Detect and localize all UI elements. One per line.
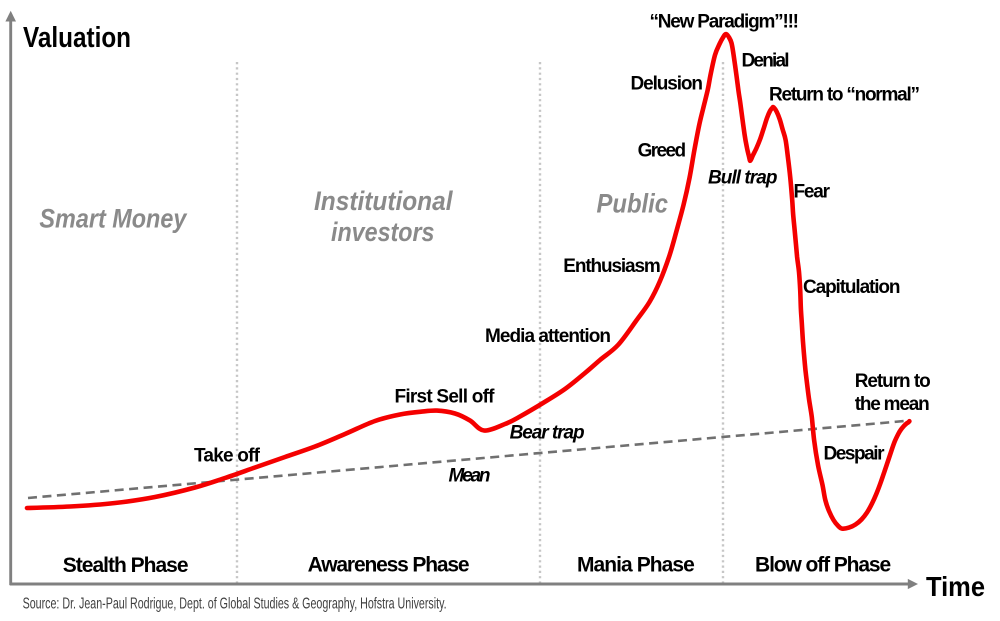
svg-text:Enthusiasm: Enthusiasm bbox=[563, 256, 661, 277]
svg-text:First Sell off: First Sell off bbox=[395, 387, 496, 408]
svg-text:the mean: the mean bbox=[855, 394, 930, 415]
svg-text:Fear: Fear bbox=[794, 182, 831, 203]
svg-text:Despair: Despair bbox=[824, 444, 886, 465]
svg-text:Awareness Phase: Awareness Phase bbox=[308, 554, 470, 577]
svg-text:Mean: Mean bbox=[449, 466, 491, 487]
svg-text:Capitulation: Capitulation bbox=[803, 277, 901, 298]
svg-text:Stealth Phase: Stealth Phase bbox=[63, 554, 189, 577]
svg-text:Denial: Denial bbox=[742, 51, 790, 72]
svg-text:Bear trap: Bear trap bbox=[510, 423, 585, 444]
svg-text:Mania Phase: Mania Phase bbox=[577, 554, 695, 577]
svg-text:Time: Time bbox=[926, 571, 985, 602]
svg-text:Blow off Phase: Blow off Phase bbox=[755, 554, 891, 577]
svg-text:Greed: Greed bbox=[638, 141, 687, 162]
svg-text:Take off: Take off bbox=[194, 446, 261, 467]
svg-text:Bull trap: Bull trap bbox=[708, 168, 778, 189]
svg-text:Delusion: Delusion bbox=[631, 74, 704, 95]
svg-text:Return to: Return to bbox=[855, 371, 931, 392]
svg-text:Valuation: Valuation bbox=[23, 22, 131, 54]
svg-text:“New Paradigm”!!!: “New Paradigm”!!! bbox=[650, 12, 800, 33]
svg-text:Public: Public bbox=[597, 189, 669, 219]
svg-text:Media attention: Media attention bbox=[485, 326, 611, 347]
svg-text:Institutional: Institutional bbox=[314, 186, 453, 216]
svg-text:Source: Dr. Jean-Paul Rodrigue: Source: Dr. Jean-Paul Rodrigue, Dept. of… bbox=[23, 596, 447, 613]
svg-text:Smart Money: Smart Money bbox=[39, 203, 188, 233]
svg-text:investors: investors bbox=[331, 217, 435, 247]
svg-text:Return to “normal”: Return to “normal” bbox=[769, 85, 920, 106]
